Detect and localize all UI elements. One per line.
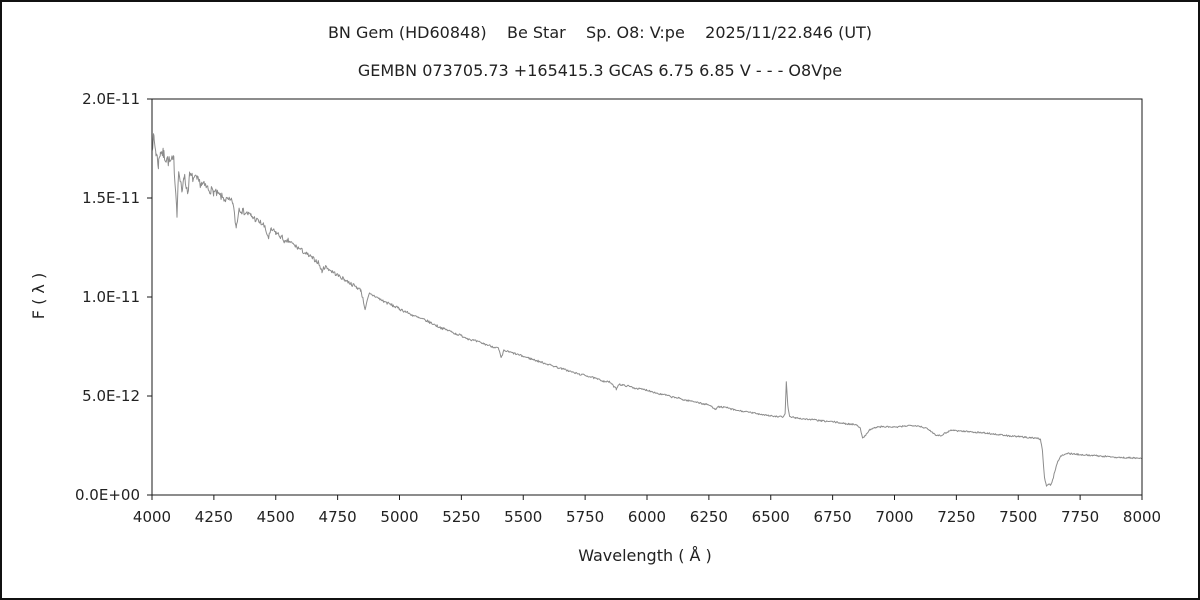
y-tick-label: 1.5E-11 <box>82 189 140 207</box>
x-tick-label: 5750 <box>566 508 604 526</box>
x-tick-label: 6250 <box>690 508 728 526</box>
chart-title: BN Gem (HD60848) Be Star Sp. O8: V:pe 20… <box>327 23 873 42</box>
x-tick-label: 4750 <box>319 508 357 526</box>
x-axis-title: Wavelength ( Å ) <box>578 546 712 565</box>
x-tick-label: 6750 <box>814 508 852 526</box>
x-tick-label: 5000 <box>380 508 418 526</box>
x-tick-label: 7000 <box>875 508 913 526</box>
x-tick-label: 7500 <box>999 508 1037 526</box>
spectrum-line <box>151 133 1143 487</box>
y-tick-label: 0.0E+00 <box>75 486 140 504</box>
x-tick-label: 4000 <box>133 508 171 526</box>
x-tick-label: 4250 <box>195 508 233 526</box>
x-tick-label: 6500 <box>752 508 790 526</box>
x-tick-label: 8000 <box>1123 508 1161 526</box>
x-tick-label: 7750 <box>1061 508 1099 526</box>
x-tick-label: 7250 <box>937 508 975 526</box>
x-tick-label: 5250 <box>442 508 480 526</box>
chart-subtitle: GEMBN 073705.73 +165415.3 GCAS 6.75 6.85… <box>357 61 843 80</box>
x-tick-label: 5500 <box>504 508 542 526</box>
y-tick-label: 2.0E-11 <box>82 90 140 108</box>
y-tick-label: 1.0E-11 <box>82 288 140 306</box>
plot-box <box>151 98 1143 496</box>
x-tick-label: 4500 <box>257 508 295 526</box>
x-tick-label: 6000 <box>628 508 666 526</box>
y-tick-label: 5.0E-12 <box>82 387 140 405</box>
